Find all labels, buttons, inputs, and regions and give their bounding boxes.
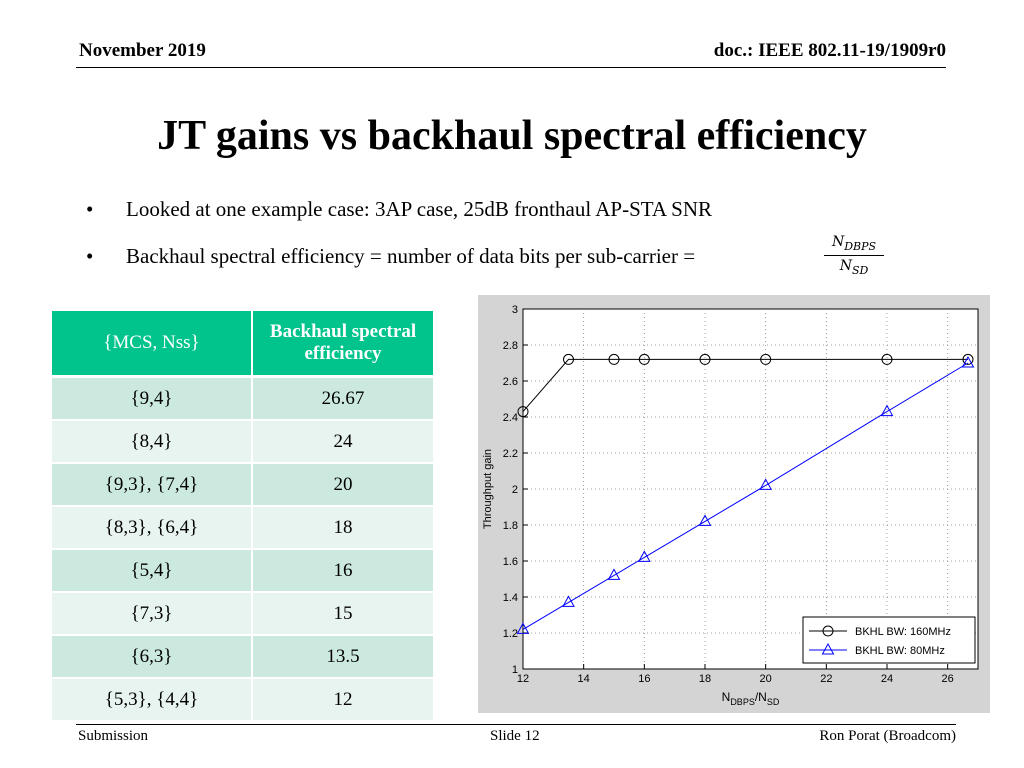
data-point-circle	[608, 353, 620, 365]
table-cell-efficiency: 26.67	[252, 376, 435, 421]
header-doc-id: doc.: IEEE 802.11-19/1909r0	[713, 40, 946, 61]
data-point-triangle	[961, 355, 975, 368]
x-tick-label: 14	[578, 673, 590, 685]
slide-title: JT gains vs backhaul spectral efficiency	[157, 113, 867, 159]
header-date: November 2019	[79, 40, 206, 61]
y-tick-label: 1.2	[503, 628, 518, 640]
table-cell-mcs: {9,3}, {7,4}	[52, 463, 253, 507]
x-tick-label: 22	[820, 673, 832, 685]
table-cell-mcs: {5,4}	[52, 549, 253, 593]
series-line	[522, 358, 968, 412]
footer-author: Ron Porat (Broadcom)	[819, 728, 956, 744]
table-cell-efficiency: 16	[252, 549, 435, 593]
y-tick-label: 1.6	[503, 556, 518, 568]
table-row: {6,3} 13.5	[52, 635, 435, 679]
footer-submission: Submission	[78, 728, 149, 744]
table-header-mcs: {MCS, Nss}	[52, 311, 253, 378]
footer-slide-number: Slide 12	[490, 728, 540, 744]
formula-numerator: NDBPS	[831, 234, 877, 253]
table-cell-mcs: {7,3}	[52, 592, 253, 636]
x-tick-label: 16	[638, 673, 650, 685]
data-point-circle	[517, 406, 529, 418]
table-header-row: {MCS, Nss} Backhaul spectral efficiency	[52, 311, 435, 378]
table-cell-efficiency: 13.5	[252, 635, 435, 679]
table-row: {5,3}, {4,4} 12	[52, 678, 435, 722]
table-row: {7,3} 15	[52, 592, 435, 636]
data-point-circle	[563, 353, 574, 365]
data-point-triangle	[698, 514, 712, 526]
y-tick-label: 2.6	[503, 376, 518, 388]
table-cell-mcs: {9,4}	[52, 376, 253, 421]
legend-marker-triangle	[821, 642, 835, 655]
table-cell-efficiency: 15	[252, 592, 435, 636]
table-cell-efficiency: 24	[252, 420, 435, 464]
formula-fraction: NDBPS NSD	[822, 234, 886, 277]
y-tick-label: 1	[512, 664, 518, 676]
x-tick-label: 12	[517, 673, 529, 685]
throughput-chart: 12 14 16 18 20 22 24 26 1 1.2 1.4 1.6 1.8 2 2.2 2.4 2.6 2…	[482, 304, 979, 707]
data-point-triangle	[759, 478, 773, 490]
data-point-circle	[638, 353, 650, 365]
y-tick-label: 1.8	[503, 520, 518, 532]
table-cell-mcs: {8,4}	[52, 420, 253, 464]
bullet-text: Looked at one example case: 3AP case, 25…	[126, 197, 713, 221]
table-cell-mcs: {5,3}, {4,4}	[52, 678, 253, 722]
data-point-circle	[699, 353, 711, 365]
legend-label: BKHL BW: 160MHz	[855, 626, 951, 638]
data-point-triangle	[562, 595, 575, 607]
data-point-triangle	[637, 550, 651, 562]
table-row: {8,3}, {6,4} 18	[52, 506, 435, 550]
bullet-marker: •	[86, 244, 94, 268]
data-point-circle	[962, 353, 974, 365]
table-cell-efficiency: 20	[252, 463, 435, 507]
data-point-triangle	[607, 568, 621, 580]
formula-denominator: NSD	[839, 258, 869, 277]
x-tick-label: 24	[881, 673, 893, 685]
y-tick-label: 2.8	[503, 340, 518, 352]
formula-bar	[824, 255, 884, 256]
bullet-marker: •	[86, 197, 94, 221]
header-divider	[76, 67, 946, 68]
y-tick-label: 3	[512, 304, 518, 316]
bullet-text: Backhaul spectral efficiency = number of…	[126, 244, 696, 268]
table-cell-efficiency: 12	[252, 678, 435, 722]
table-header-efficiency: Backhaul spectral efficiency	[252, 311, 435, 378]
x-tick-label: 18	[699, 673, 711, 685]
legend-marker-circle	[822, 625, 834, 637]
plot-area	[522, 308, 979, 670]
y-axis-label: Throughput gain	[482, 449, 494, 529]
chart-frame: 12 14 16 18 20 22 24 26 1 1.2 1.4 1.6 1.8 2 2.2 2.4 2.6 2…	[478, 295, 990, 713]
y-tick-label: 2	[512, 484, 518, 496]
data-point-triangle	[880, 404, 894, 417]
legend-label: BKHL BW: 80MHz	[855, 645, 945, 657]
y-tick-label: 2.2	[503, 448, 518, 460]
table-cell-mcs: {6,3}	[52, 635, 253, 679]
x-tick-label: 26	[942, 673, 954, 685]
mcs-table: {MCS, Nss} Backhaul spectral efficiency …	[52, 311, 435, 722]
x-axis-label: NDBPS/NSD	[722, 690, 780, 707]
table-cell-mcs: {8,3}, {6,4}	[52, 506, 253, 550]
data-point-circle	[760, 353, 772, 365]
y-tick-label: 1.4	[503, 592, 518, 604]
series-line	[522, 362, 969, 630]
table-row: {5,4} 16	[52, 549, 435, 593]
table-cell-efficiency: 18	[252, 506, 435, 550]
table-row: {9,3}, {7,4} 20	[52, 463, 435, 507]
legend-box	[802, 616, 976, 664]
data-point-circle	[881, 353, 893, 365]
table-row: {8,4} 24	[52, 420, 435, 464]
y-tick-label: 2.4	[503, 412, 518, 424]
table-row: {9,4} 26.67	[52, 376, 435, 421]
data-point-triangle	[516, 622, 530, 634]
x-tick-label: 20	[760, 673, 772, 685]
footer-divider	[76, 724, 956, 725]
